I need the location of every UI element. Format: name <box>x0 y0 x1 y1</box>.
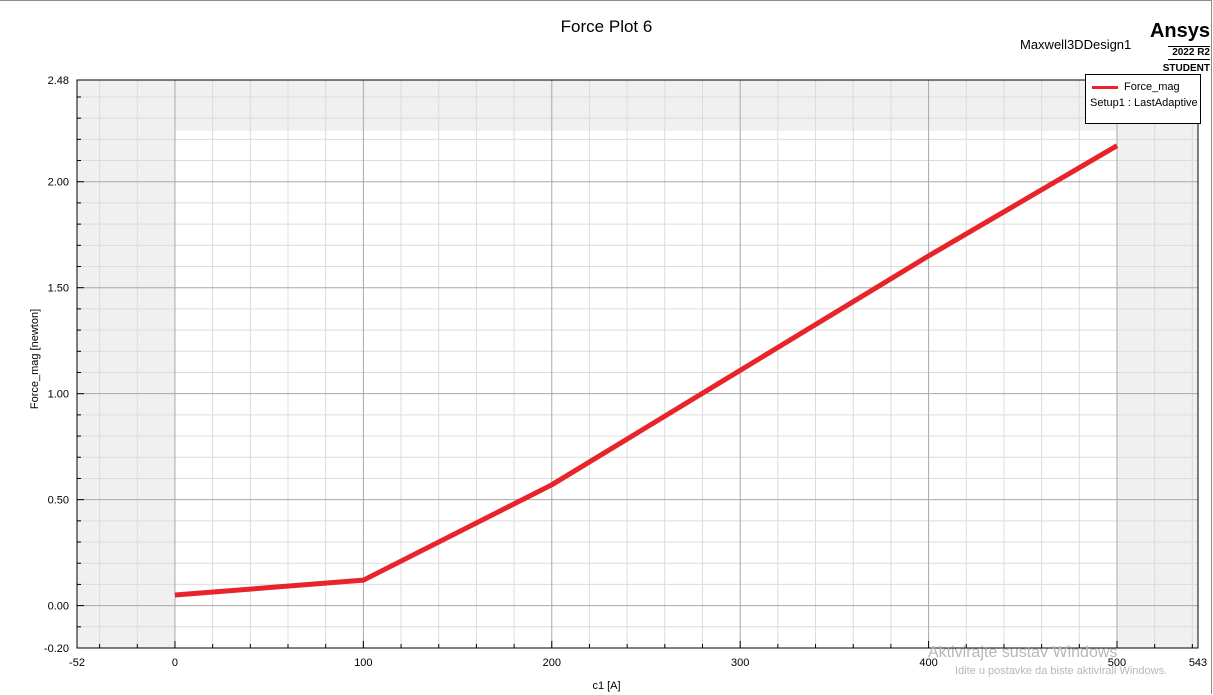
x-tick-label: 400 <box>919 657 937 669</box>
plot-area-border <box>76 79 1199 649</box>
x-tick-label: 543 <box>1189 657 1207 669</box>
x-tick-label: 100 <box>354 657 372 669</box>
shaded-bands <box>77 80 1198 648</box>
x-tick-label: 300 <box>731 657 749 669</box>
x-tick-label: 200 <box>543 657 561 669</box>
y-tick-label: 0.50 <box>48 495 69 507</box>
brand-version: 2022 R2 <box>1168 46 1210 60</box>
windows-watermark-title: Aktivirajte sustav Windows <box>928 644 1118 661</box>
y-tick-label: 0.00 <box>48 601 69 613</box>
x-tick-label: 500 <box>1108 657 1126 669</box>
windows-watermark-subtitle: Idite u postavke da biste aktivirali Win… <box>955 665 1168 677</box>
series-line-force-mag <box>174 143 1119 598</box>
design-name: Maxwell3DDesign1 <box>1020 37 1132 52</box>
y-tick-label: 1.50 <box>48 283 69 295</box>
brand-name: Ansys <box>1149 20 1210 42</box>
x-axis-label: c1 [A] <box>592 680 621 692</box>
y-axis-label: Force_mag [newton] <box>29 308 41 410</box>
brand-edition: STUDENT <box>1162 63 1210 74</box>
legend-swatch <box>1092 86 1118 89</box>
y-tick-label: 2.00 <box>48 177 69 189</box>
ansys-logo: Ansys 2022 R2 STUDENT <box>1125 20 1210 74</box>
left-band <box>77 80 175 648</box>
top-band <box>174 80 1117 131</box>
legend-setup: Setup1 : LastAdaptive <box>1090 97 1198 109</box>
tick-labels: -52 0 100 200 300 400 500 543 -0.20 0.00 0.50 1.00 1… <box>44 75 1207 669</box>
legend[interactable]: Force_mag Setup1 : LastAdaptive <box>1085 74 1201 124</box>
x-tick-label: -52 <box>69 657 85 669</box>
y-tick-label: 1.00 <box>48 389 69 401</box>
chart-title: Force Plot 6 <box>560 17 653 36</box>
y-tick-label: -0.20 <box>44 643 69 655</box>
right-band <box>1116 80 1198 648</box>
legend-series-name: Force_mag <box>1124 81 1180 93</box>
series-layer <box>174 143 1119 598</box>
y-tick-label: 2.48 <box>48 75 69 87</box>
x-tick-label: 0 <box>172 657 178 669</box>
major-grid <box>77 80 1198 648</box>
axis-ticks <box>77 96 1193 649</box>
plot-border <box>76 79 1199 649</box>
minor-grid <box>77 80 1198 649</box>
